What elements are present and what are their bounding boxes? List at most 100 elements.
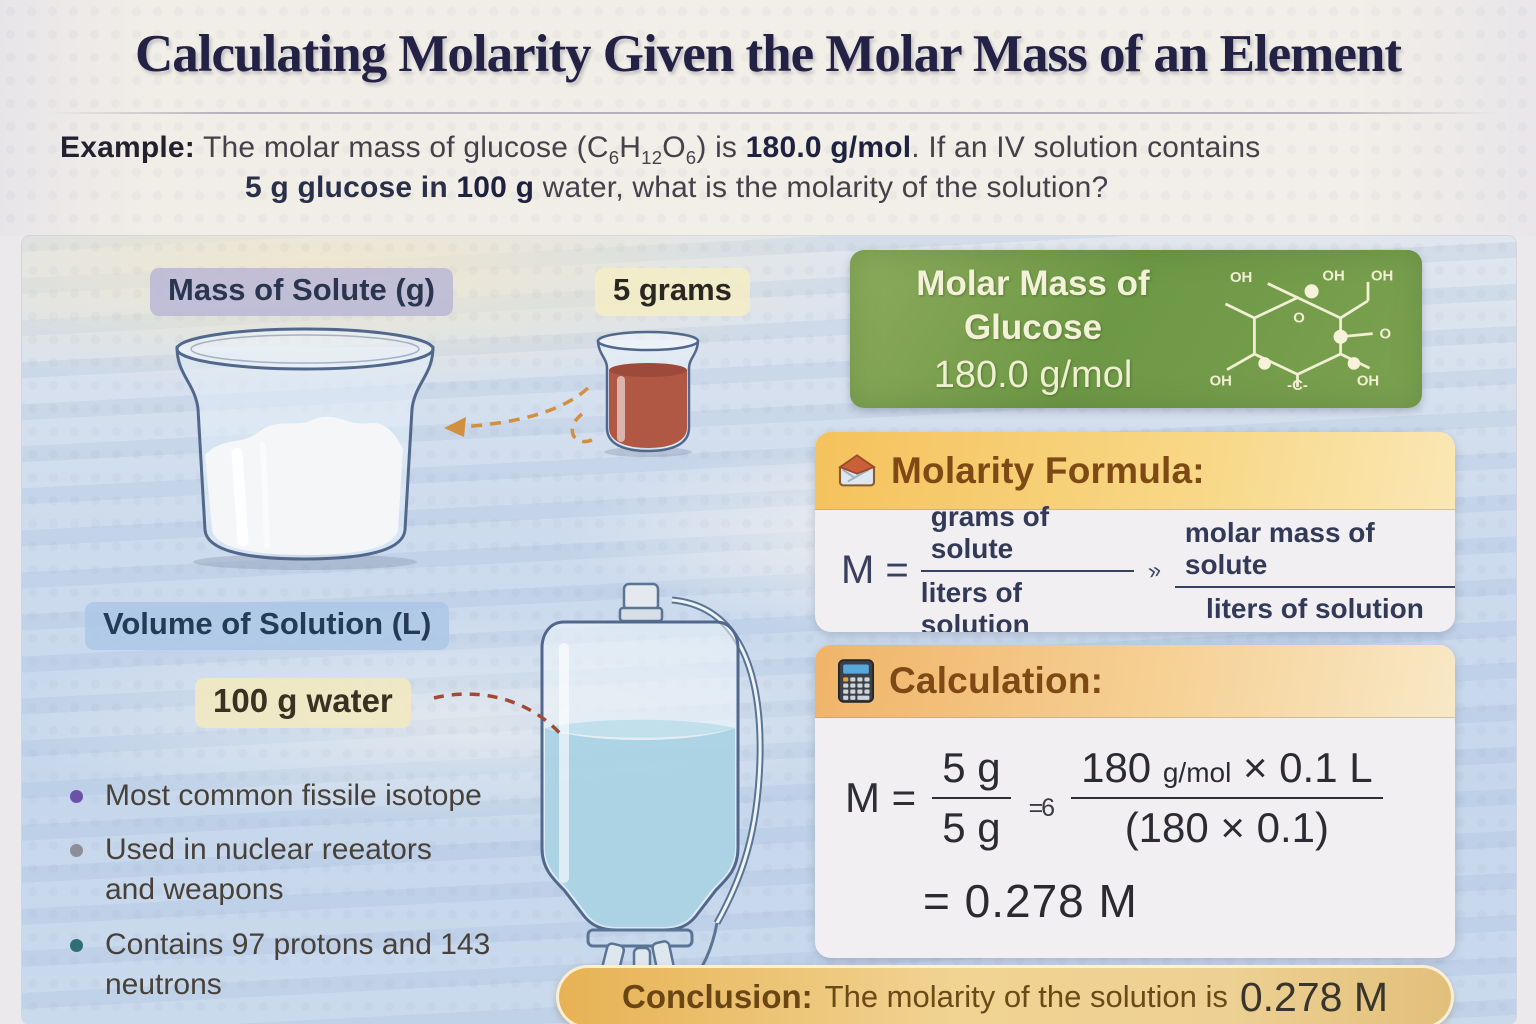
- solute-arrowhead: [444, 417, 466, 437]
- bullet-text: Most common fissile isotope: [105, 779, 482, 812]
- bullet-text: Used in nuclear reeators and weapons: [105, 833, 432, 907]
- formula-lhs: M =: [841, 548, 909, 592]
- molar-mass-line1: Molar Mass of: [916, 264, 1150, 303]
- calculator-icon: [837, 659, 875, 703]
- example-bold-value: 100 g: [456, 171, 535, 204]
- hanging-tube-highlight: [671, 598, 762, 924]
- divider-line: [48, 112, 1498, 114]
- water-surface: [545, 719, 735, 738]
- molecule-label: OH: [1210, 373, 1232, 389]
- fraction-denominator: (180 × 0.1): [1124, 804, 1329, 851]
- calculation-heading: Calculation:: [889, 660, 1104, 701]
- bullet-text: Contains 97 protons and 143 neutrons: [105, 927, 491, 1001]
- list-item: Contains 97 protons and 143 neutrons: [70, 925, 550, 1005]
- calculation-separator: =6: [1028, 793, 1055, 822]
- calculation-equation: M = 5 g 5 g =6 180 g/mol × 0.1 L (180 × …: [845, 744, 1455, 852]
- water-arrow: [433, 692, 566, 740]
- formula-separator: »: [1145, 555, 1164, 585]
- example-text-segment: water, what is the molarity of the solut…: [534, 171, 1109, 204]
- fraction-numerator: 5 g: [932, 744, 1011, 799]
- calculation-card-header: Calculation:: [815, 645, 1455, 718]
- example-text-segment: The molar mass of glucose (C: [195, 131, 609, 164]
- numerator-value: 180: [1081, 744, 1163, 791]
- bullet-list: Most common fissile isotope Used in nucl…: [70, 776, 550, 1019]
- fraction: grams of solute liters of solution: [920, 501, 1135, 633]
- conclusion-value: 0.278 M: [1239, 973, 1388, 1020]
- subscript: 6: [685, 147, 697, 168]
- fraction: 5 g 5 g: [932, 744, 1011, 852]
- water-label: 100 g water: [195, 678, 411, 728]
- subscript: 12: [641, 147, 663, 168]
- fraction: 180 g/mol × 0.1 L (180 × 0.1): [1071, 744, 1383, 852]
- fraction-numerator: 180 g/mol × 0.1 L: [1071, 744, 1383, 799]
- example-bold-value: 180.0 g/mol: [745, 131, 912, 164]
- beaker-shadow: [193, 554, 417, 570]
- glucose-molecule-icon: OH OH OH O O OH -C- OH: [1210, 268, 1394, 394]
- header-band: Calculating Molarity Given the Molar Mas…: [0, 0, 1536, 236]
- volume-of-solution-label: Volume of Solution (L): [85, 602, 450, 650]
- list-item: Used in nuclear reeators and weapons: [70, 830, 550, 910]
- fraction-denominator: liters of solution: [920, 576, 1030, 633]
- bullet-icon: [70, 938, 83, 952]
- molecule-label: O: [1293, 311, 1305, 327]
- example-text-segment: O: [662, 131, 686, 164]
- envelope-icon: [838, 453, 876, 486]
- solute-beaker-illustration: [175, 327, 435, 570]
- formula-heading: Molarity Formula:: [891, 449, 1205, 491]
- solute-arrow-loop: [570, 412, 597, 444]
- calculation-result: = 0.278 M: [923, 875, 1138, 927]
- molar-mass-card: Molar Mass of Glucose 180.0 g/mol OH OH: [850, 250, 1422, 408]
- fraction-denominator: liters of solution: [1206, 592, 1424, 624]
- subscript: 6: [608, 147, 620, 168]
- molecule-atom: [1304, 284, 1319, 299]
- conclusion-text: The molarity of the solution is: [824, 979, 1228, 1014]
- glass-highlight: [231, 447, 249, 547]
- molarity-formula: M = grams of solute liters of solution »…: [815, 501, 1455, 632]
- molecule-label: O: [1379, 326, 1391, 342]
- bullet-icon: [70, 844, 83, 858]
- bottom-frame: [586, 928, 694, 948]
- example-bold-value: 5 g glucose in: [245, 171, 457, 204]
- molarity-formula-card: Molarity Formula: M = grams of solute li…: [815, 432, 1455, 632]
- example-text-segment: H: [619, 131, 642, 164]
- molecule-label: OH: [1371, 268, 1393, 284]
- bullet-icon: [70, 790, 83, 803]
- example-line-1: Example: The molar mass of glucose (C6H1…: [60, 131, 1260, 169]
- molecule-atom: [1258, 357, 1271, 370]
- molecule-atom: [1347, 357, 1361, 370]
- example-label: Example:: [60, 131, 195, 164]
- molecule-label: OH: [1322, 268, 1344, 284]
- annotation-arrows: [433, 386, 597, 740]
- mass-of-solute-label: Mass of Solute (g): [150, 268, 453, 316]
- water-fill: [545, 728, 735, 927]
- molecule-label: OH: [1230, 270, 1252, 286]
- example-text-segment: . If an IV solution contains: [911, 131, 1261, 164]
- formula-card-header: Molarity Formula:: [815, 432, 1455, 510]
- fraction-numerator: molar mass of solute: [1174, 517, 1455, 588]
- page-title: Calculating Molarity Given the Molar Mas…: [135, 25, 1402, 83]
- numerator-unit: g/mol: [1162, 757, 1232, 788]
- five-gram-beaker-illustration: [596, 330, 700, 457]
- example-line-2: 5 g glucose in 100 g water, what is the …: [245, 171, 1108, 205]
- molar-mass-value: 180.0 g/mol: [933, 354, 1133, 397]
- red-liquid: [609, 370, 687, 448]
- example-text-segment: ) is: [696, 131, 746, 164]
- molar-mass-line2: Glucose: [963, 308, 1103, 348]
- conclusion-label: Conclusion:: [622, 978, 813, 1015]
- solute-arrow: [457, 386, 590, 429]
- beaker-rim: [596, 330, 700, 352]
- list-item: Most common fissile isotope: [70, 776, 550, 816]
- iv-bottle-illustration: [540, 582, 764, 1010]
- calculation-card: Calculation: M = 5 g 5 g =6 180 g/mol × …: [815, 645, 1455, 958]
- glass-highlight: [260, 442, 270, 549]
- beaker-rim-inner: [190, 334, 420, 364]
- molecule-label: -C-: [1287, 378, 1308, 394]
- numerator-value: × 0.1 L: [1231, 744, 1373, 791]
- molar-mass-text: Molar Mass of Glucose 180.0 g/mol: [868, 262, 1198, 397]
- molecule-atom: [1333, 329, 1348, 344]
- powder-mound: [205, 416, 403, 555]
- beaker-rim: [175, 327, 435, 371]
- fraction-numerator: grams of solute: [920, 501, 1135, 572]
- fraction-denominator: 5 g: [942, 804, 1001, 851]
